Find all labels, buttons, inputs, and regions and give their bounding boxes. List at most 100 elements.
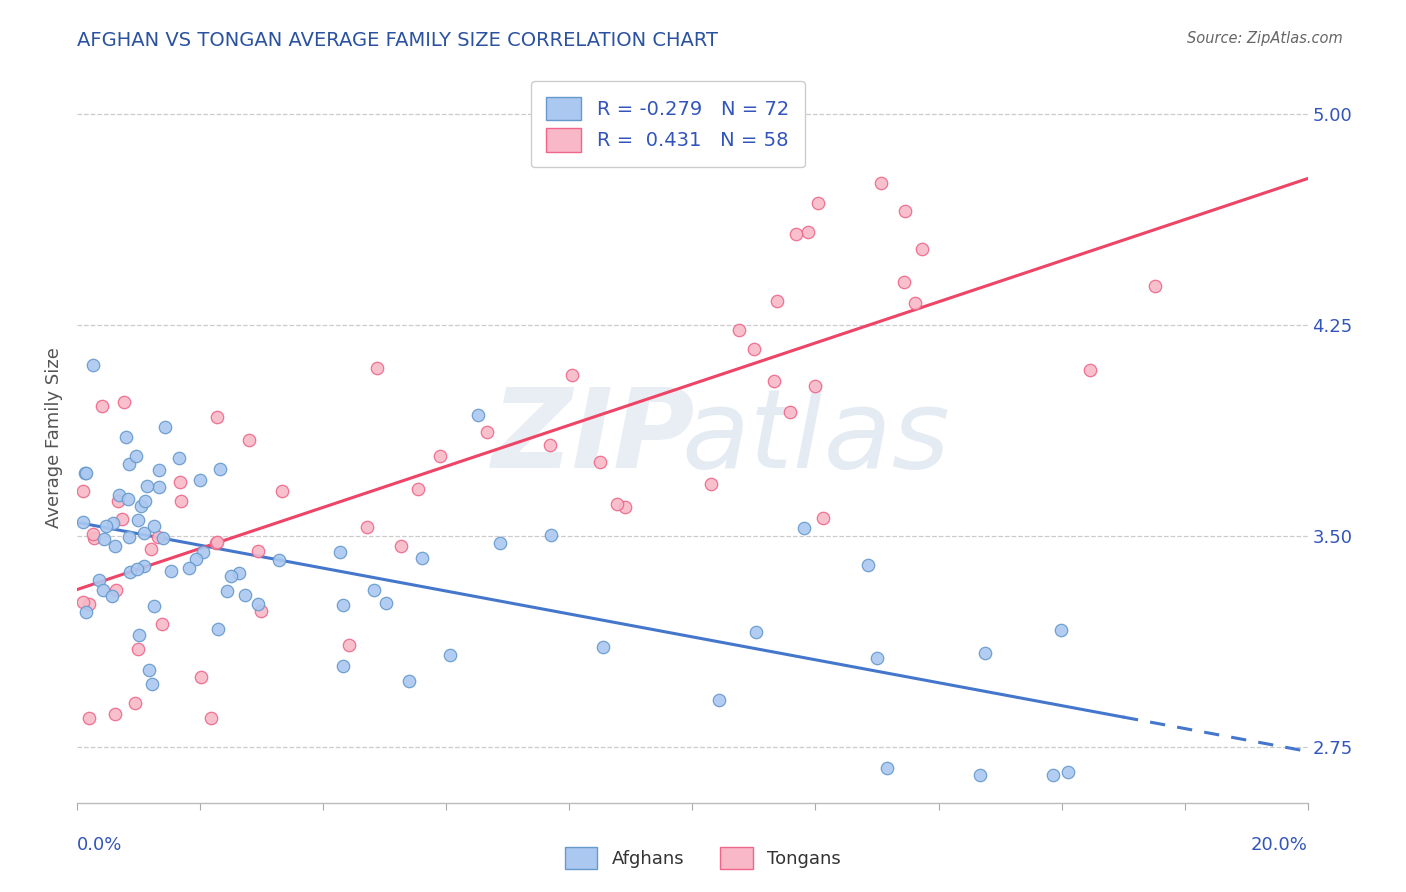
Point	[79, 711, 101, 725]
Text: AFGHAN VS TONGAN AVERAGE FAMILY SIZE CORRELATION CHART: AFGHAN VS TONGAN AVERAGE FAMILY SIZE COR…	[77, 31, 718, 50]
Text: 20.0%: 20.0%	[1251, 836, 1308, 854]
Point	[146, 530, 169, 544]
Point	[125, 449, 148, 463]
Point	[408, 483, 430, 497]
Point	[82, 358, 104, 372]
Point	[207, 622, 229, 636]
Point	[120, 565, 142, 579]
Point	[104, 707, 127, 722]
Point	[77, 597, 100, 611]
Point	[267, 552, 290, 566]
Point	[132, 558, 155, 573]
Point	[745, 624, 768, 639]
Point	[132, 526, 155, 541]
Point	[228, 566, 250, 580]
Point	[374, 596, 396, 610]
Point	[246, 598, 269, 612]
Point	[429, 450, 451, 464]
Point	[148, 480, 170, 494]
Point	[138, 663, 160, 677]
Point	[170, 493, 193, 508]
Point	[356, 520, 378, 534]
Point	[489, 536, 512, 550]
Point	[111, 512, 134, 526]
Point	[128, 628, 150, 642]
Point	[108, 488, 131, 502]
Point	[136, 479, 159, 493]
Point	[894, 203, 917, 218]
Point	[72, 483, 94, 498]
Point	[101, 516, 124, 531]
Point	[366, 361, 388, 376]
Point	[728, 323, 751, 337]
Point	[1078, 362, 1101, 376]
Point	[876, 761, 898, 775]
Y-axis label: Average Family Size: Average Family Size	[45, 347, 63, 527]
Point	[72, 515, 94, 529]
Point	[467, 408, 489, 422]
Point	[83, 532, 105, 546]
Point	[793, 521, 815, 535]
Point	[117, 491, 139, 506]
Point	[152, 531, 174, 545]
Point	[89, 573, 111, 587]
Text: ZIP: ZIP	[492, 384, 696, 491]
Point	[744, 342, 766, 356]
Point	[207, 409, 229, 424]
Text: Source: ZipAtlas.com: Source: ZipAtlas.com	[1187, 31, 1343, 46]
Point	[93, 532, 115, 546]
Point	[127, 642, 149, 657]
Point	[779, 405, 801, 419]
Point	[112, 395, 135, 409]
Point	[91, 582, 114, 597]
Point	[561, 368, 583, 382]
Point	[1144, 279, 1167, 293]
Point	[91, 399, 114, 413]
Point	[125, 562, 148, 576]
Point	[592, 640, 614, 655]
Point	[332, 598, 354, 612]
Point	[1056, 765, 1078, 780]
Point	[200, 711, 222, 725]
Point	[766, 293, 789, 308]
Point	[141, 677, 163, 691]
Point	[114, 430, 136, 444]
Point	[238, 433, 260, 447]
Point	[807, 196, 830, 211]
Point	[148, 463, 170, 477]
Point	[127, 513, 149, 527]
Point	[117, 457, 139, 471]
Point	[143, 518, 166, 533]
Legend: R = -0.279   N = 72, R =  0.431   N = 58: R = -0.279 N = 72, R = 0.431 N = 58	[531, 81, 804, 168]
Point	[188, 474, 211, 488]
Point	[143, 599, 166, 614]
Point	[134, 493, 156, 508]
Point	[538, 438, 561, 452]
Point	[332, 659, 354, 673]
Point	[363, 582, 385, 597]
Point	[439, 648, 461, 662]
Point	[105, 582, 128, 597]
Point	[398, 674, 420, 689]
Point	[870, 176, 893, 190]
Point	[411, 550, 433, 565]
Text: atlas: atlas	[681, 384, 950, 491]
Point	[1049, 623, 1071, 637]
Point	[969, 767, 991, 781]
Point	[1042, 767, 1064, 781]
Point	[215, 583, 238, 598]
Point	[803, 378, 825, 392]
Point	[762, 374, 785, 388]
Point	[167, 450, 190, 465]
Legend: Afghans, Tongans: Afghans, Tongans	[555, 838, 851, 879]
Point	[893, 275, 915, 289]
Point	[785, 227, 807, 241]
Point	[139, 541, 162, 556]
Point	[72, 595, 94, 609]
Point	[974, 647, 997, 661]
Point	[707, 693, 730, 707]
Point	[796, 225, 818, 239]
Point	[73, 466, 96, 480]
Point	[811, 511, 834, 525]
Point	[233, 588, 256, 602]
